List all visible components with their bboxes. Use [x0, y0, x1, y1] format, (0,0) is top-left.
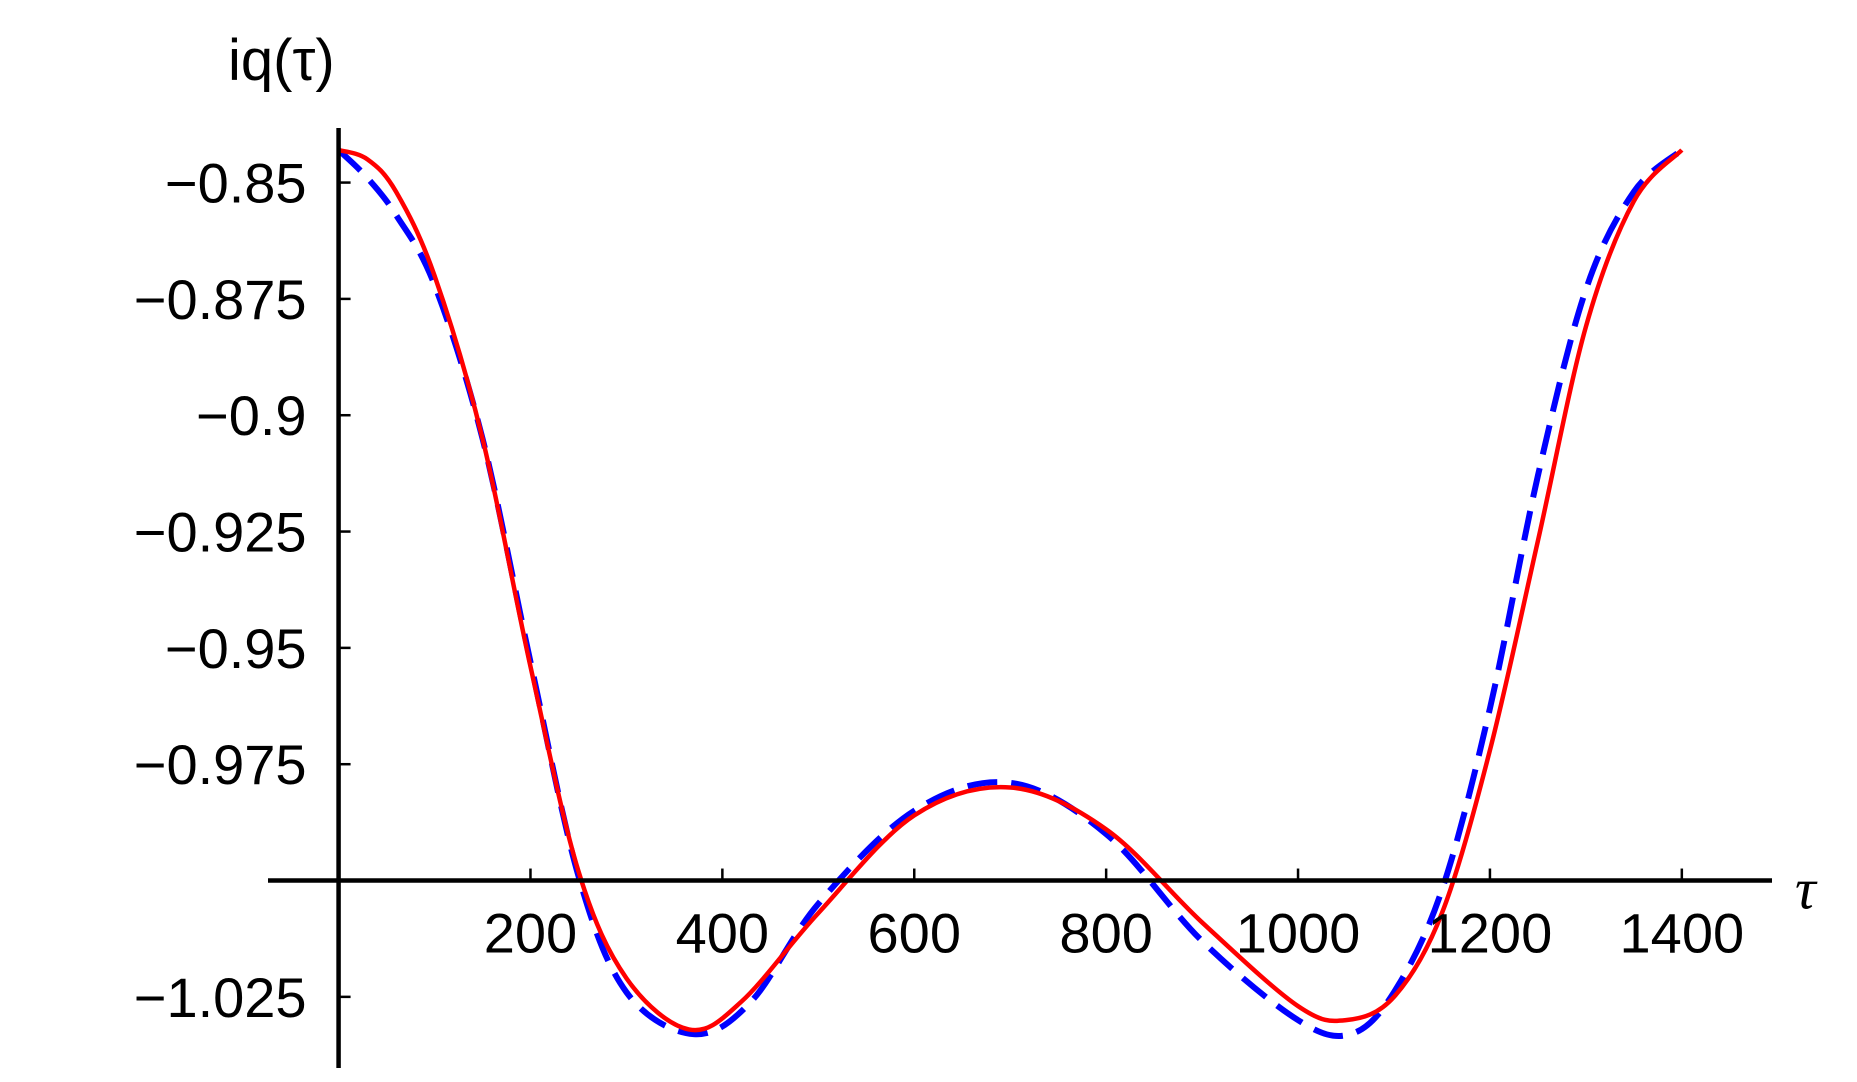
y-tick-label: −0.925 [134, 501, 307, 564]
x-tick-label: 1200 [1428, 902, 1553, 965]
y-tick-label: −0.875 [134, 268, 307, 331]
x-axis-label: τ [1795, 857, 1818, 922]
y-axis-label: iq(τ) [228, 28, 335, 93]
x-tick-label: 1400 [1620, 902, 1745, 965]
y-tick-label: −0.975 [134, 733, 307, 796]
series-line-blue-dashed [336, 147, 1684, 1040]
series-line-red-solid [337, 147, 1684, 1033]
x-tick-label: 600 [868, 902, 961, 965]
y-tick-label: −0.85 [165, 152, 307, 215]
x-tick-label: 800 [1059, 902, 1152, 965]
y-tick-label: −1.025 [134, 966, 307, 1029]
series-layer [336, 147, 1684, 1040]
y-tick-label: −0.9 [196, 384, 307, 447]
x-tick-label: 400 [676, 902, 769, 965]
ticks-layer: 200 400 600 800 1000 1200 1400 −0.85 −0.875 −0.9 −… [134, 152, 1744, 1029]
x-tick-label: 200 [484, 902, 577, 965]
x-tick-label: 1000 [1236, 902, 1361, 965]
y-tick-label: −0.95 [165, 617, 307, 680]
